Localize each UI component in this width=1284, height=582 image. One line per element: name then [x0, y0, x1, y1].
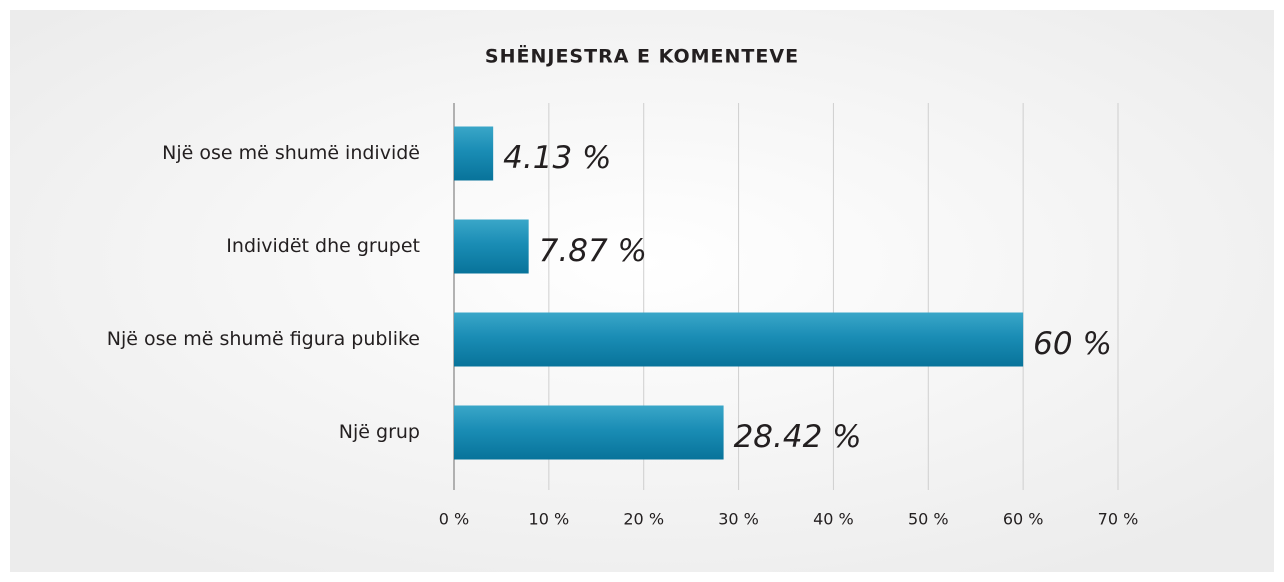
y-tick-label: Një ose më shumë figura publike [107, 328, 420, 350]
x-tick-label: 60 % [1003, 510, 1044, 529]
x-tick-label: 0 % [439, 510, 469, 529]
x-tick-label: 10 % [529, 510, 570, 529]
value-label: 28.42 % [734, 419, 862, 455]
x-tick-label: 50 % [908, 510, 949, 529]
x-tick-label: 30 % [718, 510, 759, 529]
y-tick-label: Individët dhe grupet [226, 235, 420, 257]
chart-background [10, 10, 1274, 572]
x-tick-label: 20 % [623, 510, 664, 529]
bar [454, 312, 1024, 367]
x-tick-label: 70 % [1098, 510, 1139, 529]
value-label: 60 % [1033, 326, 1112, 362]
bar [454, 126, 494, 181]
chart-title: SHËNJESTRA E KOMENTEVE [485, 44, 799, 68]
bar [454, 219, 529, 274]
x-tick-label: 40 % [813, 510, 854, 529]
y-tick-label: Një grup [339, 421, 420, 443]
y-tick-label: Një ose më shumë individë [162, 142, 420, 164]
value-label: 7.87 % [539, 233, 647, 269]
value-label: 4.13 % [503, 140, 611, 176]
bar [454, 405, 724, 460]
